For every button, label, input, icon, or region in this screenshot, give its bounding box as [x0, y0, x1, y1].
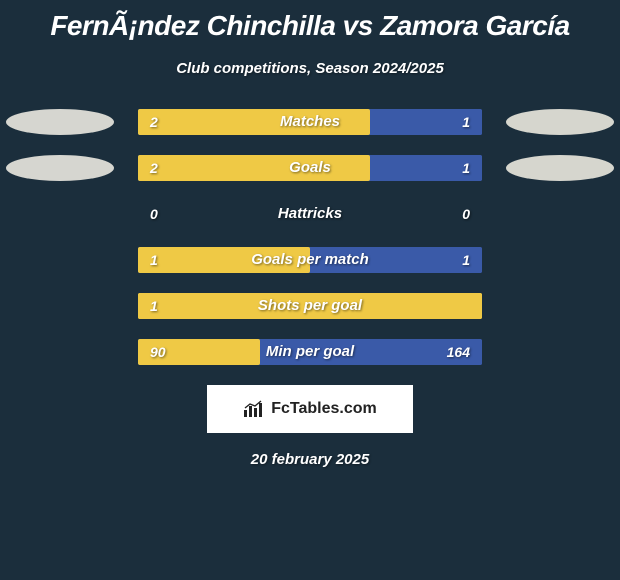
fctables-badge: FcTables.com: [207, 385, 413, 433]
bar-fill-left: [138, 293, 482, 319]
stat-row: Shots per goal1: [0, 293, 620, 319]
bar-fill-left: [138, 247, 310, 273]
badge-text: FcTables.com: [271, 400, 377, 418]
player-left-marker: [6, 109, 114, 135]
stat-row: Min per goal90164: [0, 339, 620, 365]
player-left-marker: [6, 155, 114, 181]
bar-track: [138, 109, 482, 135]
stat-row: Goals21: [0, 155, 620, 181]
bar-fill-left: [138, 109, 370, 135]
bar-track: [138, 201, 482, 227]
bar-fill-right: [370, 155, 482, 181]
stat-row: Hattricks00: [0, 201, 620, 227]
bar-fill-right: [260, 339, 482, 365]
player-right-marker: [506, 155, 614, 181]
bar-fill-right: [370, 109, 482, 135]
player-right-marker: [506, 109, 614, 135]
stat-row: Goals per match11: [0, 247, 620, 273]
bar-fill-right: [310, 247, 482, 273]
bar-track: [138, 339, 482, 365]
stat-row: Matches21: [0, 109, 620, 135]
bar-track: [138, 293, 482, 319]
page-title: FernÃ¡ndez Chinchilla vs Zamora García: [0, 0, 620, 42]
bar-track: [138, 247, 482, 273]
bar-fill-left: [138, 155, 370, 181]
chart-icon: [243, 400, 265, 418]
date-label: 20 february 2025: [0, 451, 620, 468]
subtitle: Club competitions, Season 2024/2025: [0, 60, 620, 77]
bar-fill-left: [138, 339, 260, 365]
comparison-chart: Matches21 Goals21 Hattricks00 Goals per mat…: [0, 109, 620, 365]
bar-track: [138, 155, 482, 181]
